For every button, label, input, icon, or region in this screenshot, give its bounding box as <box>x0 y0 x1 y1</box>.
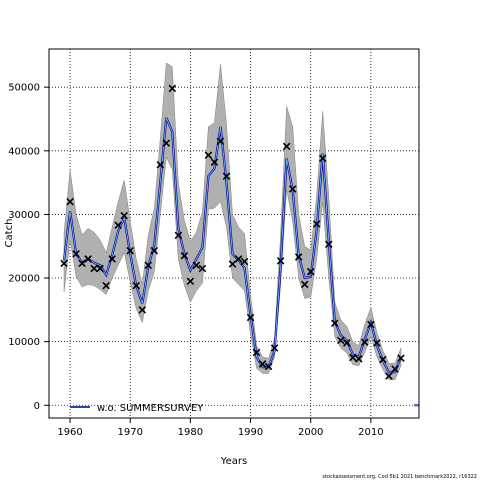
observation-point <box>246 313 255 322</box>
observation-point <box>168 84 177 93</box>
observation-point <box>120 211 128 220</box>
observation-point <box>270 344 279 352</box>
observation-point <box>90 264 98 273</box>
observation-point <box>373 339 381 347</box>
observation-point <box>180 252 189 260</box>
observation-point <box>337 336 345 345</box>
observation-point <box>355 355 363 363</box>
observation-point <box>204 151 213 160</box>
observation-point <box>222 172 231 181</box>
observation-point <box>198 264 207 273</box>
x-tick-label: 2010 <box>358 427 383 438</box>
confidence-band <box>63 62 402 381</box>
legend-label: w.o. SUMMERSURVEY <box>97 403 204 414</box>
legend: w.o. SUMMERSURVEY <box>70 403 204 414</box>
observation-point <box>282 142 291 151</box>
observation-point <box>391 365 399 373</box>
observation-point <box>144 261 153 270</box>
observation-point <box>240 257 249 266</box>
observation-point <box>78 259 86 268</box>
observation-point <box>324 240 333 249</box>
observation-point <box>343 339 351 347</box>
axis-ticks: 1960 1970 1980 1990 2000 2010 0 10000 20000 30000… <box>8 83 383 438</box>
observation-point <box>210 158 219 167</box>
observation-point <box>84 255 92 263</box>
observation-point <box>385 372 393 380</box>
observation-point <box>258 360 267 368</box>
observation-point <box>367 320 375 329</box>
y-tick-label: 20000 <box>8 274 40 285</box>
observation-point <box>216 137 225 146</box>
observation-point <box>114 221 122 229</box>
observation-point <box>276 257 285 265</box>
y-tick-label: 40000 <box>8 146 40 157</box>
observation-point <box>294 253 303 261</box>
footer-credit: stockassessment.org, Cod 5b1 2021 benchm… <box>322 474 477 480</box>
plot-frame <box>48 48 420 419</box>
observation-point <box>60 259 68 268</box>
observation-point <box>300 280 309 289</box>
observation-point <box>349 353 357 362</box>
observation-point <box>397 354 405 362</box>
observation-point <box>138 306 147 314</box>
observation-point <box>264 362 273 371</box>
x-tick-label: 1980 <box>178 427 203 438</box>
observation-point <box>234 255 243 263</box>
observation-point <box>162 139 171 147</box>
observation-point <box>312 220 321 228</box>
y-axis-title: Catch <box>4 219 15 248</box>
observation-point <box>186 277 195 285</box>
x-tick-label: 1960 <box>57 427 82 438</box>
x-tick-label: 1970 <box>117 427 142 438</box>
x-tick-label: 2000 <box>298 427 323 438</box>
y-tick-label: 50000 <box>8 83 40 94</box>
observation-point <box>379 355 387 364</box>
observation-point <box>331 319 339 327</box>
x-axis-title: Years <box>220 456 247 467</box>
observation-point <box>102 281 110 290</box>
observation-point <box>72 250 80 258</box>
observation-point <box>192 261 201 270</box>
observation-point <box>288 185 297 193</box>
observation-point <box>126 246 134 255</box>
y-tick-label: 0 <box>34 401 40 412</box>
observation-point <box>132 281 141 290</box>
observation-point <box>306 267 315 276</box>
observation-point <box>252 348 261 357</box>
observation-point <box>228 260 237 268</box>
observation-point <box>174 231 183 240</box>
observation-point <box>108 255 116 263</box>
x-tick-label: 1990 <box>238 427 263 438</box>
observation-points <box>60 84 405 380</box>
observation-point <box>361 338 369 347</box>
observation-point <box>66 197 74 206</box>
observation-point <box>96 264 104 273</box>
observation-point <box>318 154 327 163</box>
observation-point <box>156 161 165 169</box>
confidence-band-area <box>63 62 402 381</box>
observation-point <box>150 246 159 255</box>
y-tick-label: 30000 <box>8 210 40 221</box>
y-tick-label: 10000 <box>8 337 40 348</box>
